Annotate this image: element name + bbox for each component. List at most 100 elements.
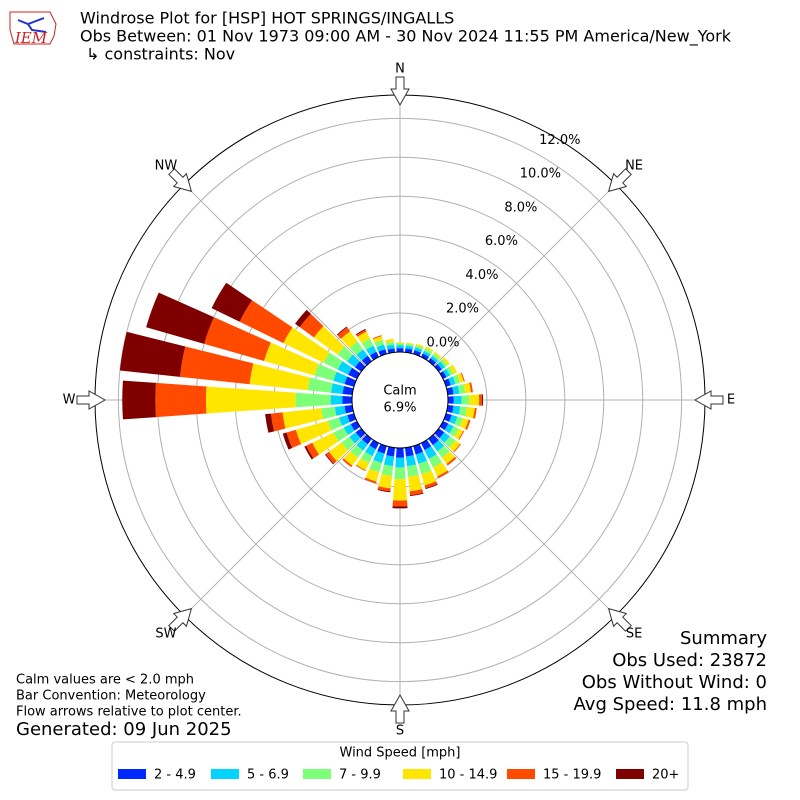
bar-segment	[461, 395, 470, 405]
bar-segment	[349, 432, 361, 444]
bar-segment	[344, 405, 354, 414]
radial-grid	[433, 183, 617, 367]
bar-segment	[457, 384, 466, 394]
bar-segment	[338, 415, 350, 426]
bar-segment	[366, 345, 377, 356]
bar-segment	[342, 458, 353, 468]
bar-segment	[424, 446, 437, 459]
bar-segment	[312, 432, 339, 455]
bar-segment	[211, 282, 253, 322]
summary-title: Summary	[680, 628, 767, 649]
bar-segment	[321, 406, 337, 420]
bar-segment	[333, 427, 349, 442]
calm-circle	[351, 351, 449, 449]
flow-arrow	[390, 76, 410, 107]
bar-segment	[347, 413, 357, 423]
bar-segment	[405, 446, 414, 457]
bar-segment	[146, 292, 214, 344]
grid-ring	[117, 117, 683, 683]
bar-segment	[392, 506, 408, 509]
bar-segment	[448, 376, 456, 386]
direction-label: NE	[625, 158, 643, 173]
bar-segment	[342, 395, 353, 405]
bar-segment	[341, 436, 355, 451]
bar-segment	[356, 329, 367, 337]
bar-segment	[421, 353, 430, 361]
calm-label: Calm	[383, 384, 416, 399]
bar-segment	[324, 453, 334, 465]
bar-segment	[373, 450, 385, 463]
note: Flow arrows relative to plot center.	[16, 705, 242, 720]
arrow-shape	[76, 390, 107, 410]
bar-segment	[282, 408, 324, 429]
bar-segment	[249, 363, 310, 391]
bar-segment	[344, 376, 357, 387]
legend-swatch	[118, 769, 146, 779]
subtitle: Obs Between: 01 Nov 1973 09:00 AM - 30 N…	[80, 27, 732, 47]
radial-grid	[183, 433, 367, 617]
bar-segment	[355, 328, 366, 336]
bar-segment	[458, 406, 468, 417]
bar-segment	[374, 339, 385, 348]
bar-segment	[306, 442, 320, 459]
note: Bar Convention: Meteorology	[16, 689, 206, 704]
bar-segment	[357, 331, 370, 344]
bar-segment	[433, 351, 442, 359]
flow-arrow	[607, 168, 632, 193]
legend-swatch	[616, 769, 644, 779]
bar-segment	[406, 464, 419, 477]
direction-label: N	[395, 62, 405, 77]
bar-segment	[346, 354, 360, 368]
logo-outline	[9, 11, 57, 45]
bar-segment	[377, 486, 391, 492]
bar-segment	[444, 423, 454, 434]
bar-segment	[449, 414, 458, 425]
bar-segment	[439, 370, 447, 379]
note: Calm values are < 2.0 mph	[16, 673, 194, 688]
arrow-shape	[168, 607, 193, 632]
bar-segment	[415, 451, 428, 464]
calm-value: 6.9%	[383, 401, 416, 416]
bar-segment	[295, 309, 311, 328]
bar-segment	[334, 405, 346, 416]
bar-segment	[369, 459, 382, 473]
bar-segment	[408, 474, 423, 492]
bar-segment	[395, 457, 405, 468]
bar-segment	[348, 367, 361, 379]
bar-segment	[478, 394, 483, 406]
bar-segment	[446, 366, 454, 376]
bar-segment	[325, 451, 337, 464]
bar-segment	[342, 386, 354, 395]
arrow-shape	[168, 168, 193, 193]
generated: Generated: 09 Jun 2025	[16, 719, 232, 740]
bar-segment	[432, 353, 441, 361]
bar-segment	[409, 489, 424, 496]
bar-segment	[360, 451, 373, 464]
bar-segment	[364, 477, 377, 484]
bar-segment	[428, 454, 443, 468]
bar-segment	[283, 327, 330, 363]
legend-swatch	[211, 769, 239, 779]
bar-segment	[439, 432, 450, 443]
bar-segment	[365, 468, 380, 482]
bar-segment	[239, 300, 293, 344]
bar-segment	[295, 392, 331, 408]
bar-segment	[304, 445, 314, 460]
bar-segment	[307, 377, 333, 393]
bar-segment	[421, 470, 437, 486]
bar-segment	[376, 344, 386, 352]
bar-segment	[314, 363, 337, 381]
bar-segment	[377, 443, 387, 454]
bar-segment	[469, 394, 480, 406]
flow-arrow	[76, 390, 107, 410]
bar-segment	[459, 418, 469, 430]
bar-segment	[447, 396, 454, 404]
bar-segment	[439, 421, 449, 431]
bar-segment	[453, 443, 461, 453]
bar-segment	[425, 483, 438, 490]
bar-segment	[437, 361, 446, 370]
title: Windrose Plot for [HSP] HOT SPRINGS/INGA…	[80, 9, 454, 28]
bar-segment	[386, 446, 395, 457]
bar-segment	[122, 380, 156, 420]
bar-segment	[434, 363, 442, 372]
